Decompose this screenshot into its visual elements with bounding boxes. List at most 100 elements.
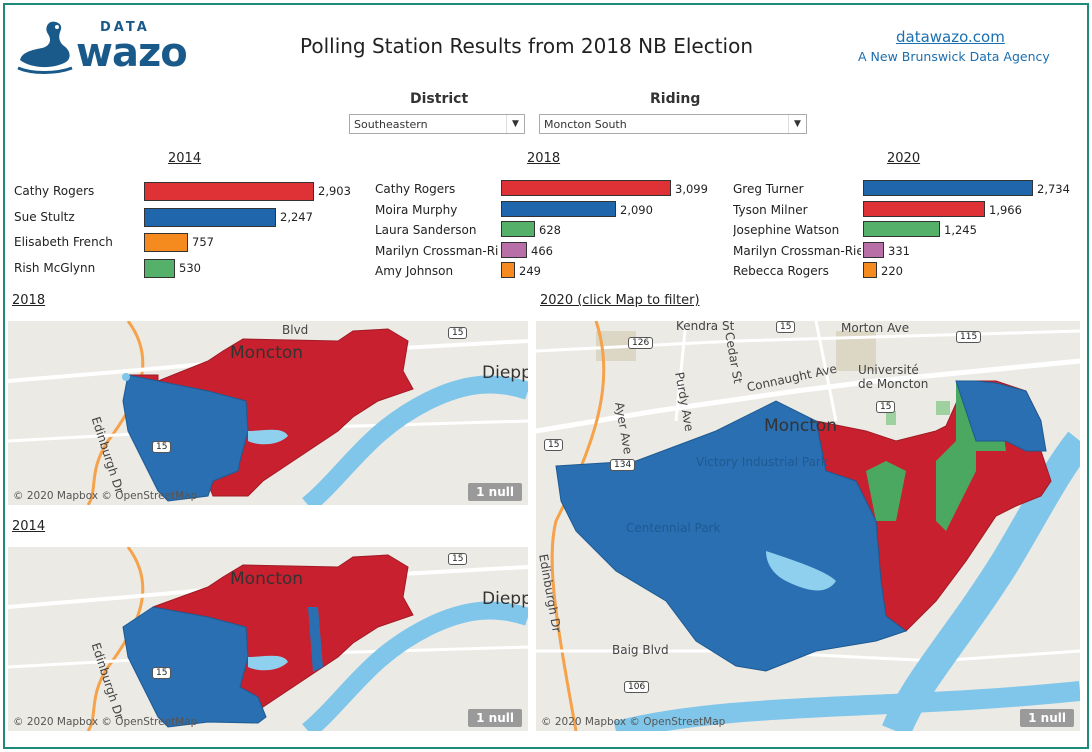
vote-count: 2,734 [1037, 182, 1070, 196]
vote-bar[interactable] [863, 221, 940, 237]
riding-select-value: Moncton South [544, 118, 627, 131]
candidate-name: Cathy Rogers [14, 184, 95, 198]
page-title: Polling Station Results from 2018 NB Ele… [300, 34, 754, 58]
route-15-badge: 15 [876, 401, 896, 413]
site-link[interactable]: datawazo.com [896, 28, 1005, 46]
vote-count: 1,966 [989, 202, 1022, 217]
riding-label: Riding [650, 91, 701, 107]
vote-bar[interactable] [144, 233, 188, 252]
moncton-label: Moncton [230, 343, 304, 363]
vote-count: 466 [531, 243, 553, 258]
candidate-name: Cathy Rogers [375, 182, 456, 196]
de-moncton-label: de Moncton [858, 377, 929, 391]
vote-count: 2,090 [620, 202, 653, 217]
null-badge[interactable]: 1 null [468, 483, 522, 501]
vote-bar[interactable] [501, 180, 671, 196]
site-subtitle: A New Brunswick Data Agency [858, 49, 1050, 64]
district-label: District [410, 91, 469, 107]
map-attribution[interactable]: © 2020 Mapbox © OpenStreetMap [541, 716, 726, 728]
vote-count: 2,903 [318, 184, 351, 198]
route-15-badge: 15 [152, 441, 172, 453]
universite-label: Université [858, 363, 919, 377]
moncton-label: Moncton [230, 569, 304, 589]
kendra-label: Kendra St [676, 321, 735, 333]
candidate-name: Moira Murphy [375, 202, 458, 217]
vote-bar[interactable] [863, 180, 1033, 196]
map-2018-title: 2018 [12, 293, 46, 308]
vote-bar[interactable] [501, 221, 535, 237]
baig-label: Baig Blvd [612, 643, 669, 657]
candidate-name: Marilyn Crossman-Riel [733, 243, 861, 258]
centennial-label: Centennial Park [626, 521, 721, 535]
route-115-badge: 115 [956, 331, 982, 343]
vote-bar[interactable] [144, 258, 175, 278]
vote-bar[interactable] [501, 262, 515, 278]
vote-count: 3,099 [675, 182, 708, 196]
null-badge[interactable]: 1 null [1020, 709, 1074, 727]
map-2014-title: 2014 [12, 519, 46, 534]
map-2020[interactable]: Morton Ave Kendra St Connaught Ave Unive… [536, 321, 1080, 731]
vote-bar[interactable] [144, 207, 276, 227]
chevron-down-icon[interactable]: ▼ [506, 115, 524, 133]
candidate-name: Greg Turner [733, 182, 804, 196]
vote-bar[interactable] [501, 200, 616, 217]
map-2014[interactable]: Moncton Dieppe Edinburgh Dr 15 15 © 2020… [8, 547, 528, 731]
vote-count: 628 [539, 223, 561, 237]
null-badge[interactable]: 1 null [468, 709, 522, 727]
vote-bar[interactable] [863, 241, 884, 258]
route-15-badge: 15 [544, 439, 564, 451]
candidate-name: Amy Johnson [375, 264, 454, 278]
logo-small-text: DATA [100, 20, 150, 35]
results-2018-title: 2018 [527, 151, 561, 166]
district-select[interactable]: Southeastern ▼ [349, 114, 525, 134]
route-126-badge: 126 [628, 337, 654, 349]
candidate-name: Josephine Watson [733, 223, 840, 237]
route-15-badge: 15 [152, 667, 172, 679]
results-2020-title: 2020 [887, 151, 921, 166]
map-attribution[interactable]: © 2020 Mapbox © OpenStreetMap [13, 716, 198, 728]
chevron-down-icon[interactable]: ▼ [788, 115, 806, 133]
vote-count: 220 [881, 264, 903, 278]
riding-select[interactable]: Moncton South ▼ [539, 114, 807, 134]
vote-bar[interactable] [863, 200, 985, 217]
candidate-name: Rebecca Rogers [733, 264, 829, 278]
vote-bar[interactable] [863, 262, 877, 278]
dieppe-label: Dieppe [482, 589, 528, 609]
map-2020-canvas [536, 321, 1080, 731]
victory-label: Victory Industrial Park [696, 455, 828, 469]
vote-count: 1,245 [944, 223, 977, 237]
dieppe-label: Dieppe [482, 363, 528, 383]
vote-bar[interactable] [144, 182, 314, 201]
candidate-name: Elisabeth French [14, 235, 113, 249]
map-2018[interactable]: Moncton Dieppe Edinburgh Dr Blvd 15 15 ©… [8, 321, 528, 505]
route-15-badge: 15 [448, 553, 468, 565]
map-attribution[interactable]: © 2020 Mapbox © OpenStreetMap [13, 490, 198, 502]
map-2020-title: 2020 (click Map to filter) [540, 293, 700, 308]
route-134-badge: 134 [610, 459, 636, 471]
vote-bar[interactable] [501, 241, 527, 258]
route-15-badge: 15 [448, 327, 468, 339]
morton-label: Morton Ave [841, 321, 910, 335]
map-2018-canvas [8, 321, 528, 505]
map-2014-canvas [8, 547, 528, 731]
vote-count: 331 [888, 243, 910, 258]
candidate-name: Laura Sanderson [375, 223, 477, 237]
dashboard-frame [3, 3, 1089, 749]
route-15-badge: 15 [776, 321, 796, 333]
vote-count: 249 [519, 264, 541, 278]
vote-count: 530 [179, 260, 201, 275]
moncton-label: Moncton [764, 416, 838, 436]
vote-count: 757 [192, 235, 214, 249]
results-2014-title: 2014 [168, 151, 202, 166]
district-select-value: Southeastern [354, 118, 428, 131]
logo-big-text: wazo [76, 30, 188, 76]
candidate-name: Tyson Milner [733, 202, 808, 217]
vote-count: 2,247 [280, 209, 313, 224]
swan-icon [17, 21, 73, 74]
datawazo-logo[interactable]: DATA wazo [16, 16, 188, 76]
candidate-name: Marilyn Crossman-Ri.. [375, 243, 499, 258]
route-106-badge: 106 [624, 681, 650, 693]
candidate-name: Sue Stultz [14, 209, 75, 224]
blvd-label: Blvd [282, 323, 309, 337]
candidate-name: Rish McGlynn [14, 260, 96, 275]
